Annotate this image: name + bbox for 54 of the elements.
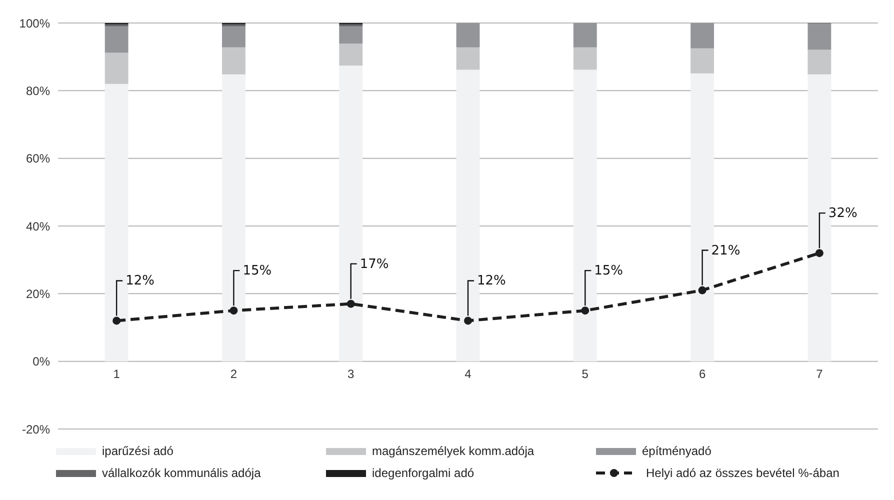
bar	[690, 48, 714, 74]
y-tick-label: 100%	[19, 16, 50, 30]
bar	[456, 23, 480, 48]
x-tick-label: 7	[816, 367, 824, 382]
point	[346, 300, 355, 308]
legend-label: vállalkozók kommunális adója	[102, 466, 261, 480]
y-tick-label: 0%	[32, 354, 50, 369]
data-label: 15%	[594, 264, 624, 279]
data-label: 21%	[711, 243, 740, 258]
bar	[104, 52, 128, 84]
y-tick-label: 20%	[26, 286, 50, 301]
x-tick-label: 5	[582, 367, 589, 382]
bar	[573, 47, 597, 70]
bar	[222, 74, 246, 362]
point	[464, 316, 472, 325]
x-tick-label: 3	[348, 367, 355, 382]
legend-label: Helyi adó az összes bevétel %-ában	[646, 466, 840, 480]
bar	[104, 84, 128, 362]
bar	[456, 47, 480, 70]
data-label: 12%	[126, 274, 154, 289]
bar	[808, 24, 832, 50]
point	[815, 249, 824, 258]
y-tick-label: -20%	[22, 422, 50, 436]
data-label: 32%	[828, 206, 858, 222]
legend-label: magánszemélyek komm.adója	[372, 444, 534, 458]
bar	[222, 47, 246, 74]
point	[581, 306, 590, 315]
x-tick-label: 6	[698, 367, 706, 382]
x-tick-label: 2	[230, 367, 238, 382]
bar	[690, 73, 714, 362]
point	[698, 286, 706, 294]
data-label: 17%	[360, 256, 389, 272]
bar	[222, 26, 246, 48]
y-tick-label: 80%	[26, 84, 50, 98]
bar	[690, 23, 714, 48]
bar	[104, 26, 128, 53]
data-label: 12%	[477, 274, 506, 289]
legend-label: építményadó	[642, 444, 712, 458]
y-tick-label: 40%	[26, 219, 50, 234]
y-tick-label: 60%	[26, 152, 50, 166]
bar	[573, 70, 597, 362]
point	[112, 316, 121, 325]
bar	[808, 50, 832, 74]
bar	[573, 23, 597, 48]
x-tick-label: 1	[113, 367, 120, 382]
bar	[456, 70, 480, 362]
data-label: 15%	[242, 264, 272, 279]
bar	[339, 66, 363, 362]
legend-label: iparűzési adó	[102, 444, 174, 458]
bar	[339, 26, 363, 44]
bar	[339, 44, 363, 66]
legend-label: idegenforgalmi adó	[372, 466, 474, 480]
point	[230, 306, 238, 315]
x-tick-label: 4	[464, 367, 472, 382]
